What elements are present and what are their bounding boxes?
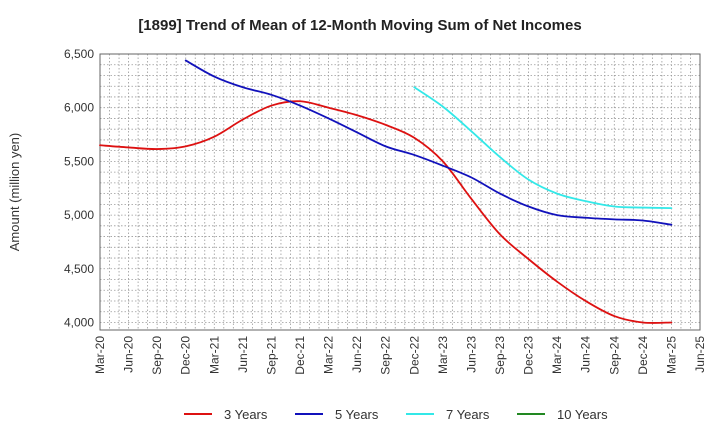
x-tick-label: Jun-25: [693, 336, 707, 373]
x-tick-label: Mar-23: [436, 336, 450, 374]
y-tick-label: 4,500: [64, 262, 94, 276]
x-tick-label: Mar-22: [322, 336, 336, 374]
x-tick-label: Jun-24: [579, 336, 593, 373]
x-axis: Mar-20 Jun-20 Sep-20 Dec-20 Mar-21 Jun-21 Sep-…: [93, 336, 707, 375]
y-axis: 4,000 4,500 5,000 5,500 6,000 6,500: [64, 47, 94, 329]
x-tick-label: Sep-20: [150, 336, 164, 375]
chart-title: [1899] Trend of Mean of 12-Month Moving …: [138, 17, 581, 34]
series-line-3-years: [99, 100, 673, 324]
plot-area: [99, 53, 701, 331]
y-axis-label: Amount (million yen): [7, 133, 22, 252]
series-line-7-years: [413, 86, 673, 210]
x-tick-label: Dec-24: [636, 336, 650, 375]
series-lines: [99, 59, 673, 324]
x-tick-label: Jun-23: [464, 336, 478, 373]
legend-label: 7 Years: [446, 407, 490, 422]
x-tick-label: Jun-22: [350, 336, 364, 373]
x-tick-label: Dec-22: [407, 336, 421, 375]
y-tick-label: 5,000: [64, 208, 94, 222]
legend-label: 10 Years: [557, 407, 608, 422]
x-tick-label: Sep-24: [607, 336, 621, 375]
x-tick-label: Sep-21: [264, 336, 278, 375]
legend-label: 3 Years: [224, 407, 268, 422]
x-tick-label: Sep-22: [379, 336, 393, 375]
x-tick-label: Jun-20: [122, 336, 136, 373]
y-tick-label: 4,000: [64, 315, 94, 329]
x-tick-label: Jun-21: [236, 336, 250, 373]
x-tick-label: Dec-20: [179, 336, 193, 375]
x-tick-label: Mar-20: [93, 336, 107, 374]
legend-label: 5 Years: [335, 407, 379, 422]
legend: 3 Years 5 Years 7 Years 10 Years: [184, 407, 608, 422]
grid-lines: [100, 53, 700, 330]
x-tick-label: Dec-21: [293, 336, 307, 375]
y-tick-label: 5,500: [64, 154, 94, 168]
x-tick-label: Sep-23: [493, 336, 507, 375]
y-tick-label: 6,500: [64, 47, 94, 61]
x-tick-label: Mar-25: [664, 336, 678, 374]
y-tick-label: 6,000: [64, 101, 94, 115]
series-line-5-years: [184, 59, 673, 226]
x-tick-label: Dec-23: [522, 336, 536, 375]
x-tick-label: Mar-21: [207, 336, 221, 374]
x-tick-label: Mar-24: [550, 336, 564, 374]
